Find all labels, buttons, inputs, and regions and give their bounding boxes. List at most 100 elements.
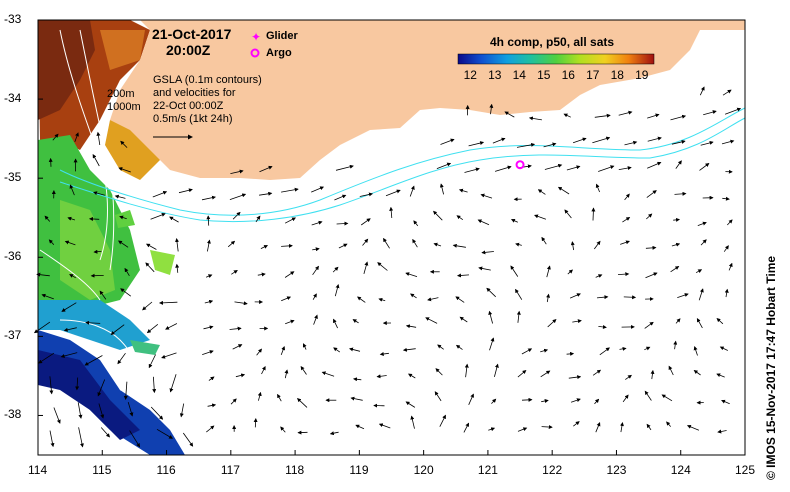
velocity-arrow [355, 424, 365, 430]
velocity-arrow [52, 133, 59, 141]
velocity-arrow [644, 321, 654, 329]
velocity-arrow [405, 324, 417, 329]
velocity-arrow [118, 167, 131, 173]
velocity-arrow [647, 136, 662, 142]
velocity-arrow [297, 398, 308, 408]
velocity-arrow [49, 376, 54, 395]
colorbar-tick-label: 16 [561, 68, 575, 82]
velocity-arrow [459, 316, 468, 323]
velocity-arrow [409, 185, 415, 197]
velocity-arrow [644, 390, 652, 401]
velocity-arrow [645, 272, 658, 279]
velocity-arrow [281, 296, 292, 302]
velocity-arrow [280, 426, 286, 433]
velocity-arrow [230, 398, 237, 405]
velocity-arrow [517, 369, 527, 378]
velocity-arrow [572, 319, 582, 324]
velocity-arrow [568, 375, 582, 380]
velocity-arrow [434, 391, 442, 402]
x-tick-label: 123 [606, 463, 627, 477]
velocity-arrow [598, 325, 607, 329]
velocity-arrow [594, 398, 600, 405]
argo-symbol-icon [250, 48, 260, 58]
velocity-arrow [179, 403, 185, 418]
velocity-arrow [537, 189, 546, 195]
velocity-arrow [573, 421, 580, 427]
velocity-arrow [44, 215, 51, 222]
velocity-arrow [114, 194, 126, 199]
velocity-arrow [619, 346, 627, 351]
velocity-arrow [385, 189, 401, 197]
velocity-arrow [413, 220, 419, 227]
velocity-arrow [178, 188, 193, 194]
velocity-arrow [722, 196, 730, 201]
velocity-arrow [699, 163, 710, 171]
velocity-arrow [647, 161, 662, 169]
velocity-arrow [360, 218, 371, 226]
velocity-arrow [127, 401, 134, 417]
velocity-arrow [468, 393, 474, 405]
velocity-arrow [408, 373, 416, 379]
velocity-arrow [699, 86, 705, 96]
credit-text: © IMOS 15-Nov-2017 17:47 Hobart Time [764, 255, 778, 480]
velocity-arrow [362, 238, 369, 246]
x-tick-label: 121 [477, 463, 498, 477]
velocity-arrow [285, 319, 295, 325]
velocity-arrow [572, 137, 587, 144]
velocity-arrow [593, 240, 601, 250]
x-tick-label: 118 [285, 463, 305, 477]
velocity-arrow [478, 266, 491, 271]
velocity-arrow [255, 215, 261, 223]
velocity-arrow [644, 346, 651, 351]
velocity-arrow [515, 242, 522, 247]
velocity-arrow [433, 210, 443, 221]
x-tick-label: 116 [156, 463, 176, 477]
velocity-arrow [646, 190, 657, 198]
velocity-arrow [464, 167, 480, 173]
velocity-arrow [284, 271, 295, 278]
y-tick-label: -35 [4, 170, 22, 185]
velocity-arrow [723, 245, 729, 252]
velocity-arrow [75, 377, 80, 391]
gsla-contours [39, 29, 136, 391]
velocity-arrow [61, 302, 77, 312]
velocity-arrow [159, 300, 178, 305]
velocity-arrow [69, 274, 76, 279]
velocity-arrow [567, 269, 573, 275]
velocity-arrow [647, 113, 660, 119]
velocity-arrow [261, 365, 266, 375]
velocity-arrow [624, 140, 638, 146]
colorbar-tick-label: 15 [537, 68, 551, 82]
velocity-arrow [570, 241, 575, 251]
velocity-arrow [700, 140, 714, 146]
velocity-arrow [440, 138, 455, 145]
velocity-arrow [515, 288, 523, 300]
velocity-arrow [722, 89, 732, 96]
velocity-arrow [622, 394, 629, 403]
velocity-arrow [425, 317, 438, 324]
velocity-arrow [674, 191, 687, 196]
velocity-arrow [504, 111, 515, 118]
velocity-arrow [78, 427, 84, 448]
velocity-arrow [313, 314, 318, 325]
velocity-arrow [60, 352, 78, 358]
velocity-arrow [623, 295, 637, 300]
velocity-arrow [229, 326, 242, 331]
depth-200m-label: 200m [107, 88, 135, 100]
velocity-arrow [123, 381, 128, 400]
velocity-arrow [145, 262, 155, 273]
velocity-arrow [64, 240, 76, 246]
velocity-arrow [619, 422, 624, 433]
velocity-arrow [491, 398, 497, 404]
velocity-arrow [510, 265, 519, 277]
velocity-arrow [334, 194, 347, 201]
velocity-arrow [695, 269, 703, 274]
velocity-arrow [332, 266, 339, 273]
velocity-arrow [728, 262, 733, 271]
x-tick-label: 117 [220, 463, 240, 477]
velocity-arrow [302, 343, 307, 350]
velocity-arrow [67, 216, 76, 221]
velocity-arrow [541, 425, 553, 430]
glider-legend-label: Glider [266, 30, 298, 42]
velocity-arrow [336, 221, 349, 226]
